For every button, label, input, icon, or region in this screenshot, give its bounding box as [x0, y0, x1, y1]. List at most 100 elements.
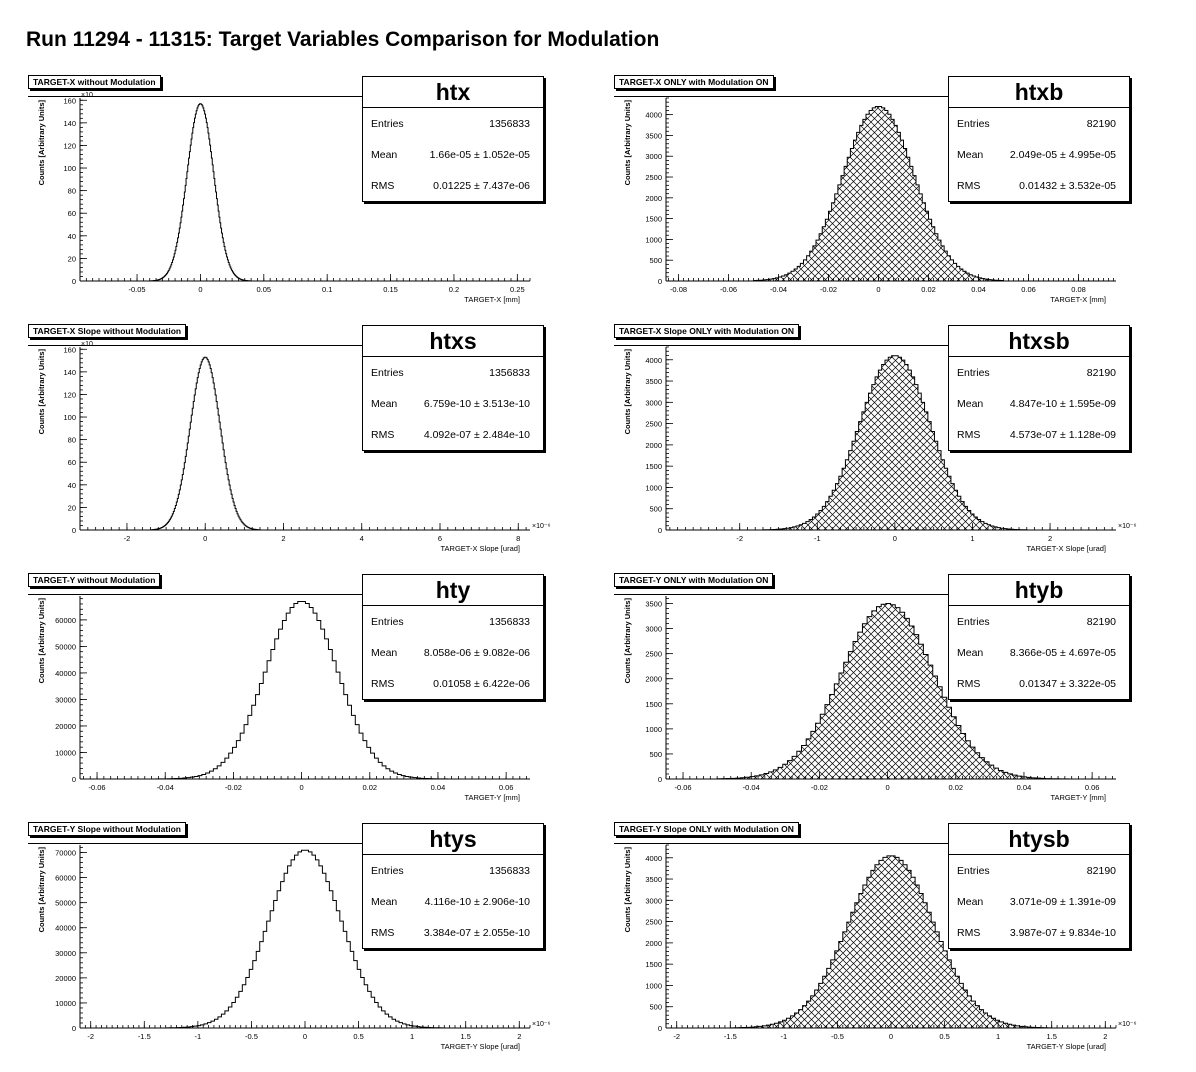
histogram-bin: [899, 860, 904, 1028]
y-axis-title: Counts [Arbitrary Units]: [623, 100, 632, 186]
x-tick-label: -1: [814, 534, 821, 543]
y-axis-title: Counts [Arbitrary Units]: [623, 847, 632, 933]
histogram-bin: [375, 1002, 378, 1028]
y-axis-title: Counts [Arbitrary Units]: [37, 598, 46, 684]
title-underline: [28, 594, 362, 595]
y-tick-label: 60: [68, 458, 76, 467]
histogram-bins: [730, 855, 1052, 1028]
histogram-bin: [915, 884, 920, 1028]
histogram-bin: [322, 873, 325, 1028]
y-tick-label: 0: [658, 277, 662, 286]
y-axis-title: Counts [Arbitrary Units]: [37, 847, 46, 933]
y-tick-label: 2000: [645, 675, 662, 684]
histogram-bin: [927, 912, 932, 1028]
x-tick-label: -1.5: [138, 1032, 151, 1041]
histogram-bin: [213, 172, 214, 281]
histogram-bin: [759, 774, 765, 779]
histogram-title: TARGET-Y without Modulation: [28, 573, 161, 587]
histogram-bin: [1026, 777, 1032, 779]
x-tick-label: 0.06: [1021, 285, 1036, 294]
histogram-bin: [832, 490, 836, 530]
histogram-bin: [856, 132, 860, 281]
x-tick-label: 0.04: [1017, 783, 1032, 792]
stats-entries-row: Entries 82190: [949, 357, 1129, 388]
x-tick-label: -1: [195, 1032, 202, 1041]
histogram-bin: [904, 618, 910, 779]
histogram-bin: [290, 607, 294, 779]
histogram-bin: [820, 714, 825, 779]
histogram-bin: [340, 683, 344, 779]
histogram-bin: [974, 516, 978, 530]
histogram-bin: [215, 395, 216, 530]
stats-mean-value: 4.116e-10 ± 2.906e-10: [424, 896, 530, 908]
histogram-bin: [1017, 776, 1022, 779]
y-tick-label: 500: [649, 750, 662, 759]
histogram-bin: [914, 634, 919, 779]
histogram-title: TARGET-X ONLY with Modulation ON: [614, 75, 774, 89]
stats-entries-label: Entries: [957, 865, 990, 877]
x-multiplier-label: ×10⁻⁶: [1118, 1021, 1137, 1028]
histogram-bin: [802, 523, 806, 530]
histogram-bin: [211, 158, 212, 281]
histogram-bin: [878, 370, 882, 530]
histogram-bin: [876, 606, 882, 779]
stats-rms-value: 4.573e-07 ± 1.128e-09: [1009, 429, 1116, 441]
stats-histogram-name: htyb: [949, 575, 1129, 606]
histogram-bin: [787, 273, 791, 281]
x-tick-label: 2: [281, 534, 285, 543]
histogram-bin: [256, 951, 259, 1028]
histogram-bin: [841, 175, 845, 281]
stats-rms-value: 0.01347 ± 3.322e-05: [1019, 678, 1116, 690]
stats-histogram-name: htxsb: [949, 326, 1129, 357]
stats-rms-label: RMS: [371, 927, 395, 939]
histogram-bin: [839, 673, 844, 779]
histogram-bin: [950, 259, 954, 281]
stats-mean-label: Mean: [371, 398, 398, 410]
histogram-bin: [227, 260, 228, 281]
histogram-bin: [844, 166, 848, 281]
y-tick-label: 2500: [645, 650, 662, 659]
histogram-bin: [775, 277, 779, 281]
histogram-bin: [959, 983, 964, 1028]
histogram-bin: [1006, 528, 1011, 530]
x-tick-label: -2: [87, 1032, 94, 1041]
stats-histogram-name: htxs: [363, 326, 543, 357]
histogram-bin: [228, 480, 229, 530]
histogram-bin: [389, 1017, 392, 1028]
histogram-bin: [222, 238, 223, 281]
histogram-bin: [950, 483, 955, 530]
histogram-bin: [222, 443, 223, 530]
x-tick-label: -0.5: [245, 1032, 258, 1041]
histogram-bin: [204, 111, 205, 281]
histogram-bin: [951, 716, 957, 779]
histogram-bin: [214, 179, 215, 281]
histogram-bin: [392, 1019, 395, 1028]
histogram-bin: [937, 686, 943, 779]
stats-rms-label: RMS: [957, 927, 981, 939]
y-tick-label: 30000: [55, 949, 76, 958]
histogram-bin: [935, 931, 940, 1028]
histogram-bin: [1019, 1026, 1024, 1028]
histogram-bin: [857, 632, 863, 779]
histogram-bin: [999, 1021, 1004, 1028]
histogram-bin: [983, 1012, 988, 1028]
histogram-bin: [931, 922, 936, 1028]
histogram-bin: [911, 376, 915, 530]
histogram-bin: [298, 852, 301, 1028]
x-tick-label: 0.05: [256, 285, 271, 294]
histogram-bin: [309, 607, 313, 779]
histogram-bin: [302, 850, 305, 1028]
title-underline: [614, 96, 948, 97]
title-underline: [28, 96, 362, 97]
histogram-bin: [223, 242, 224, 281]
stats-entries-label: Entries: [957, 118, 990, 130]
histogram-bin: [242, 985, 245, 1028]
histogram-bin: [246, 977, 249, 1028]
stats-rms-row: RMS 3.384e-07 ± 2.055e-10: [363, 917, 543, 948]
histogram-bin: [355, 725, 359, 779]
histogram-bin: [847, 157, 851, 281]
histogram-bin: [872, 107, 876, 281]
histogram-bin: [1000, 528, 1004, 530]
histogram-bin: [939, 941, 944, 1028]
histogram-bin: [953, 263, 957, 281]
